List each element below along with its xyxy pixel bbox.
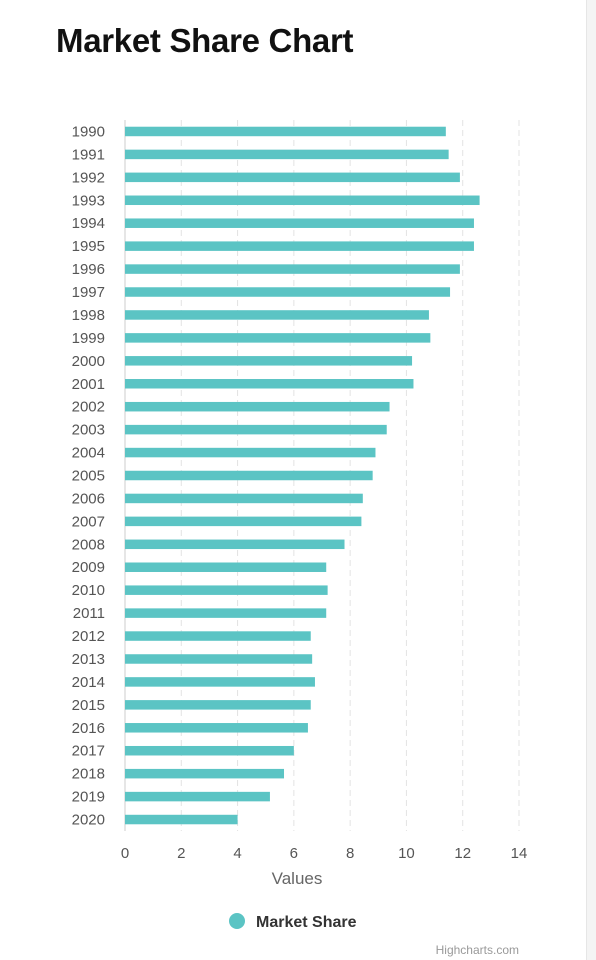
- legend[interactable]: Market Share: [229, 913, 357, 931]
- category-label-2011: 2011: [73, 605, 105, 622]
- category-label-2010: 2010: [72, 582, 105, 599]
- bar-2020[interactable]: [125, 814, 238, 825]
- bar-2017[interactable]: [125, 745, 294, 756]
- bar-2007[interactable]: [125, 516, 362, 527]
- x-tick-2: 2: [177, 845, 185, 862]
- bar-2013[interactable]: [125, 654, 313, 664]
- category-label-1999: 1999: [72, 330, 105, 347]
- x-axis-title: Values: [272, 869, 323, 888]
- category-label-1998: 1998: [72, 307, 105, 324]
- bar-2015[interactable]: [125, 700, 311, 710]
- highcharts-credit[interactable]: Highcharts.com: [436, 943, 519, 957]
- page-edge: [586, 0, 596, 960]
- x-tick-8: 8: [346, 845, 354, 862]
- category-label-1996: 1996: [72, 261, 105, 278]
- category-label-1995: 1995: [72, 238, 105, 255]
- category-label-2014: 2014: [72, 674, 105, 691]
- category-label-2001: 2001: [72, 376, 105, 393]
- category-label-2002: 2002: [72, 399, 105, 416]
- category-label-2003: 2003: [72, 422, 105, 439]
- bar-2004[interactable]: [125, 447, 376, 458]
- bar-1997[interactable]: [125, 287, 451, 297]
- bar-2014[interactable]: [125, 677, 315, 687]
- x-tick-0: 0: [121, 845, 129, 862]
- category-label-1994: 1994: [72, 215, 105, 232]
- category-label-2017: 2017: [72, 743, 105, 760]
- bar-2000[interactable]: [125, 356, 413, 366]
- category-label-2020: 2020: [72, 812, 105, 829]
- bar-1999[interactable]: [125, 333, 431, 343]
- category-label-2013: 2013: [72, 651, 105, 668]
- category-label-1993: 1993: [72, 192, 105, 209]
- bar-2016[interactable]: [125, 723, 308, 733]
- bar-1991[interactable]: [125, 149, 449, 160]
- bar-1990[interactable]: [125, 126, 446, 137]
- x-tick-4: 4: [233, 845, 241, 862]
- legend-label[interactable]: Market Share: [256, 914, 357, 931]
- x-tick-12: 12: [454, 845, 471, 862]
- bar-2008[interactable]: [125, 539, 345, 550]
- bar-2018[interactable]: [125, 768, 285, 779]
- x-tick-labels: 0 2 4 6 8 10 12 14: [121, 845, 528, 862]
- category-label-2009: 2009: [72, 559, 105, 576]
- bar-2005[interactable]: [125, 470, 373, 481]
- bar-2003[interactable]: [125, 424, 387, 435]
- bar-1996[interactable]: [125, 264, 460, 274]
- category-label-1997: 1997: [72, 284, 105, 301]
- category-labels: 1990 1991 1992 1993 1994 1995 1996 1997 1998 1999…: [72, 123, 105, 828]
- bar-1993[interactable]: [125, 195, 480, 206]
- category-label-2008: 2008: [72, 536, 105, 553]
- category-label-2005: 2005: [72, 468, 105, 485]
- category-label-1990: 1990: [72, 123, 105, 140]
- bar-2019[interactable]: [125, 791, 270, 802]
- category-label-1991: 1991: [72, 146, 105, 163]
- category-label-2019: 2019: [72, 789, 105, 806]
- category-label-2004: 2004: [72, 445, 105, 462]
- bar-1992[interactable]: [125, 172, 460, 183]
- category-label-2018: 2018: [72, 766, 105, 783]
- bar-2011[interactable]: [125, 608, 327, 618]
- category-label-2006: 2006: [72, 490, 105, 507]
- bar-2001[interactable]: [125, 379, 414, 389]
- bar-2006[interactable]: [125, 493, 363, 504]
- bar-2012[interactable]: [125, 631, 311, 641]
- category-label-2007: 2007: [72, 513, 105, 530]
- bar-2010[interactable]: [125, 585, 328, 595]
- bar-1995[interactable]: [125, 241, 474, 251]
- category-label-2015: 2015: [72, 697, 105, 714]
- bar-1998[interactable]: [125, 310, 429, 320]
- category-label-2000: 2000: [72, 353, 105, 370]
- legend-marker-icon[interactable]: [229, 913, 245, 929]
- bar-2009[interactable]: [125, 562, 327, 572]
- category-label-2016: 2016: [72, 720, 105, 737]
- x-tick-6: 6: [290, 845, 298, 862]
- x-tick-14: 14: [511, 845, 528, 862]
- bar-2002[interactable]: [125, 401, 390, 412]
- category-label-1992: 1992: [72, 169, 105, 186]
- x-tick-10: 10: [398, 845, 415, 862]
- bars: [125, 126, 480, 825]
- chart-title: Market Share Chart: [56, 22, 354, 59]
- bar-1994[interactable]: [125, 218, 474, 228]
- category-label-2012: 2012: [72, 628, 105, 645]
